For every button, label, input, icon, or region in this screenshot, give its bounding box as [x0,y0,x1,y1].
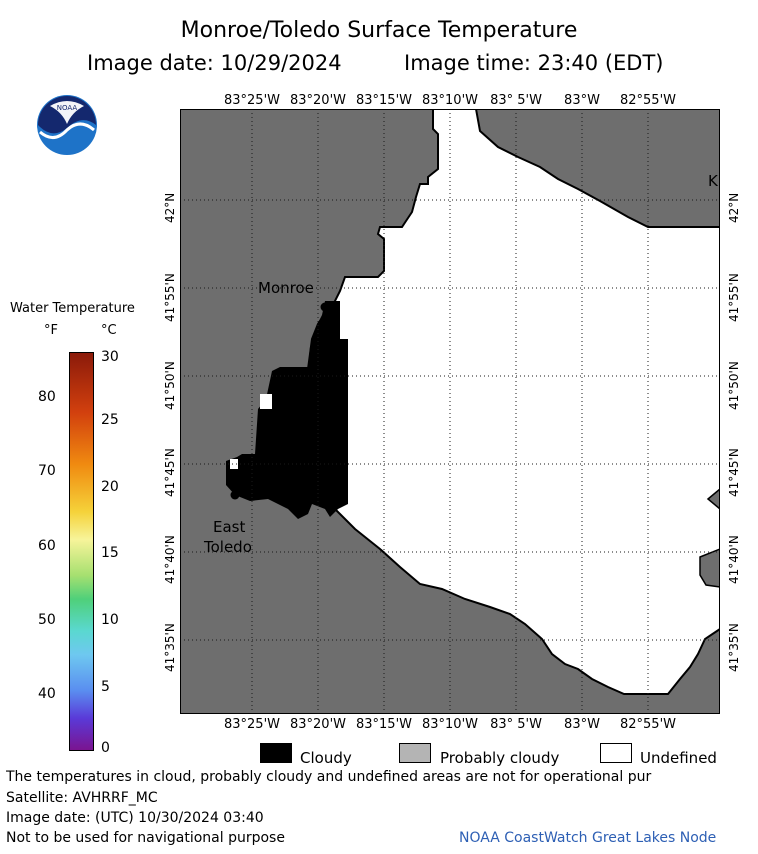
scale-c-10: 10 [101,612,119,628]
satellite-text: Satellite: AVHRRF_MC [6,790,158,806]
legend-probably-cloudy-label: Probably cloudy [440,749,560,767]
map-frame [180,109,720,714]
scale-c-0: 0 [101,740,110,756]
disclaimer-text: The temperatures in cloud, probably clou… [6,769,652,785]
monroe-label: Monroe [258,279,314,297]
scale-unit-c: °C [101,323,117,338]
lat-tick-left-4: 41°45'N [163,448,177,497]
legend-cloudy-label: Cloudy [300,749,352,767]
lat-tick-right-2: 41°55'N [727,273,741,322]
lon-tick-top-1: 83°25'W [223,93,281,108]
lon-tick-top-4: 83°10'W [421,93,479,108]
scale-f-40: 40 [38,686,56,702]
lat-tick-left-3: 41°50'N [163,361,177,410]
lat-tick-left-2: 41°55'N [163,273,177,322]
scale-c-25: 25 [101,412,119,428]
scale-c-5: 5 [101,679,110,695]
legend-undefined-swatch [600,743,632,763]
monroe-marker [320,302,330,312]
lon-tick-bottom-4: 83°10'W [421,717,479,732]
east-toledo-label-line1: East [213,518,246,536]
lon-tick-top-7: 82°55'W [619,93,677,108]
lat-tick-right-6: 41°35'N [727,623,741,672]
temperature-map [180,109,720,714]
lon-tick-bottom-5: 83° 5'W [490,717,542,732]
scale-f-70: 70 [38,463,56,479]
map-title: Monroe/Toledo Surface Temperature [180,18,578,43]
noaa-logo-text: NOAA [57,104,78,112]
lon-tick-top-3: 83°15'W [355,93,413,108]
lat-tick-right-5: 41°40'N [727,535,741,584]
lat-tick-right-3: 41°50'N [727,361,741,410]
lat-tick-right-1: 42°N [727,192,741,223]
lat-tick-right-4: 41°45'N [727,448,741,497]
scale-f-80: 80 [38,389,56,405]
nav-note-text: Not to be used for navigational purpose [6,830,285,846]
scale-c-30: 30 [101,349,119,365]
credit-text: NOAA CoastWatch Great Lakes Node [459,830,717,846]
lake-water-area [290,109,720,695]
lon-tick-top-5: 83° 5'W [490,93,542,108]
lat-tick-left-6: 41°35'N [163,623,177,672]
lon-tick-bottom-2: 83°20'W [289,717,347,732]
lon-tick-bottom-1: 83°25'W [223,717,281,732]
scale-f-60: 60 [38,538,56,554]
legend-cloudy-swatch [260,743,292,763]
lon-tick-bottom-7: 82°55'W [619,717,677,732]
lon-tick-bottom-6: 83°W [564,717,600,732]
temperature-color-bar [69,352,94,751]
edge-place-letter: K [708,172,718,190]
east-toledo-marker [230,490,240,500]
scale-c-20: 20 [101,479,119,495]
lat-tick-left-5: 41°40'N [163,535,177,584]
scale-unit-f: °F [44,323,58,338]
image-time: Image time: 23:40 (EDT) [404,51,664,75]
image-date: Image date: 10/29/2024 [87,51,342,75]
legend-probably-cloudy-swatch [399,743,431,763]
east-toledo-label-line2: Toledo [204,538,252,556]
scale-title: Water Temperature [10,301,135,316]
utc-date-text: Image date: (UTC) 10/30/2024 03:40 [6,810,264,826]
lat-tick-left-1: 42°N [163,192,177,223]
scale-f-50: 50 [38,612,56,628]
lon-tick-bottom-3: 83°15'W [355,717,413,732]
legend-undefined-label: Undefined [640,749,717,767]
noaa-logo: NOAA [36,94,98,156]
lon-tick-top-2: 83°20'W [289,93,347,108]
scale-c-15: 15 [101,545,119,561]
lon-tick-top-6: 83°W [564,93,600,108]
